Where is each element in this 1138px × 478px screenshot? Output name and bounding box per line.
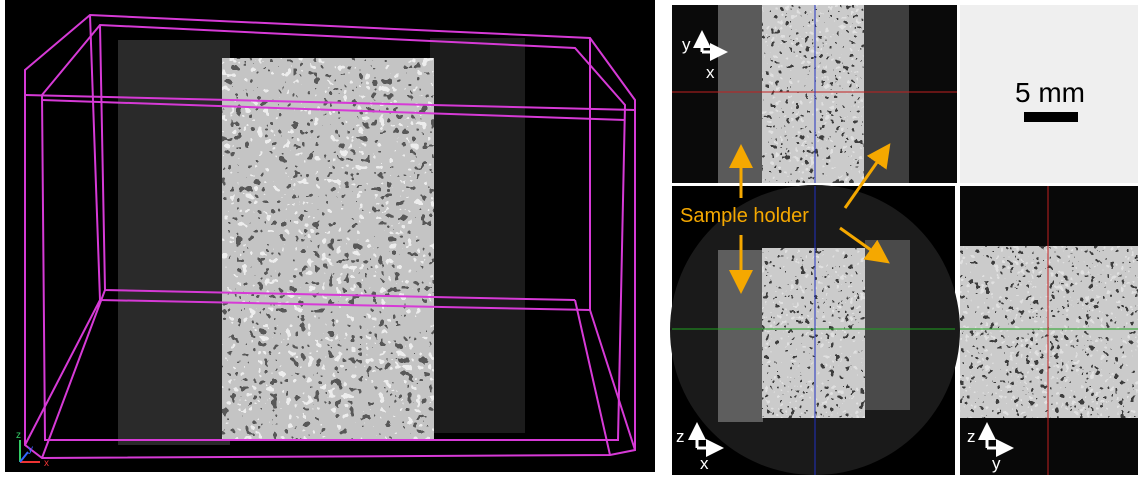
- axis-label: z: [676, 427, 685, 446]
- yz-view: z y: [960, 186, 1138, 475]
- figure: z y x y x 5 mm z x z y Sample holder: [0, 0, 1138, 478]
- xy-view: y x: [672, 5, 957, 183]
- scale-bar-panel: 5 mm: [960, 5, 1138, 183]
- axis-label: z: [967, 427, 976, 446]
- axis-label: y: [992, 454, 1001, 473]
- axis-label: y: [28, 444, 33, 455]
- axis-label: x: [706, 63, 715, 82]
- xz-view: z x: [670, 185, 960, 475]
- axis-label: y: [682, 35, 691, 54]
- annotation-label: Sample holder: [680, 205, 809, 227]
- axis-label: z: [16, 430, 21, 441]
- volume-view: z y x: [5, 0, 655, 472]
- scale-bar: [1024, 112, 1078, 122]
- scale-bar-label: 5 mm: [1015, 77, 1085, 108]
- axis-label: x: [44, 458, 49, 469]
- axis-label: x: [700, 454, 709, 473]
